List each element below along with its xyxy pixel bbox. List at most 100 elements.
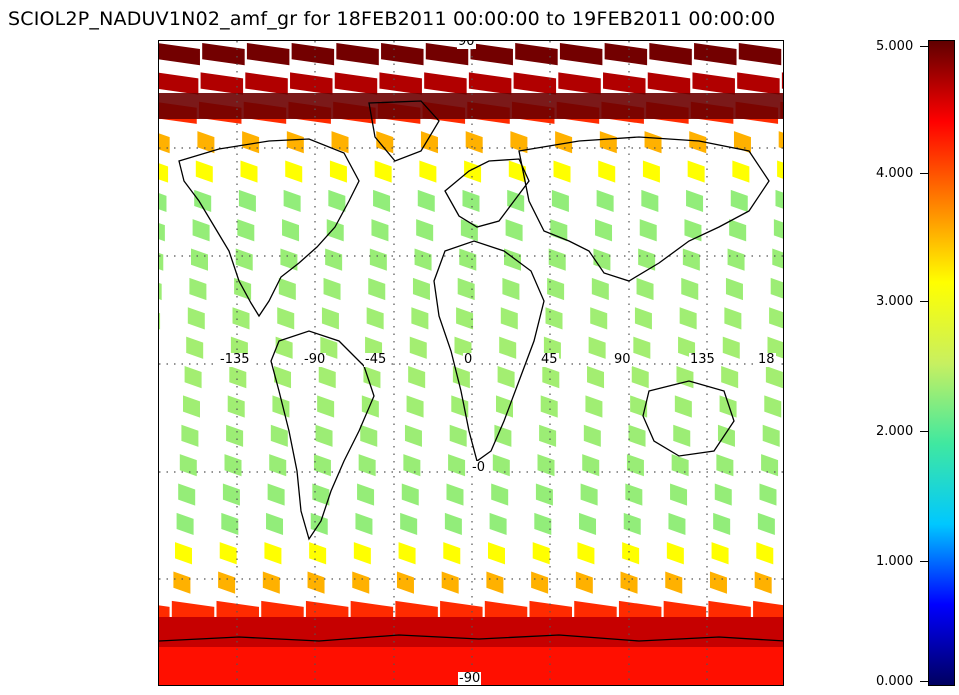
swath-pixel bbox=[714, 483, 732, 506]
swath-pixel bbox=[285, 160, 303, 183]
swath-pixel bbox=[596, 189, 614, 213]
swath-pixel bbox=[361, 395, 379, 418]
swath-pixel bbox=[456, 307, 474, 330]
swath-layer bbox=[159, 43, 784, 682]
swath-pixel bbox=[159, 253, 164, 271]
swath-pixel bbox=[325, 248, 343, 271]
swath-pixel bbox=[754, 571, 772, 594]
swath-pixel bbox=[535, 483, 553, 506]
swath-pixel bbox=[765, 366, 783, 389]
swath-pixel bbox=[409, 336, 427, 359]
swath-pixel bbox=[636, 277, 654, 301]
swath-pixel bbox=[159, 312, 161, 330]
swath-pixel bbox=[318, 366, 336, 389]
swath-pixel bbox=[555, 131, 573, 154]
swath-pixel bbox=[588, 336, 606, 359]
swath-pixel bbox=[286, 131, 304, 154]
swath-pixel bbox=[462, 189, 480, 213]
swath-pixel bbox=[376, 131, 394, 154]
swath-pixel bbox=[235, 248, 253, 271]
swath-pixel bbox=[448, 454, 466, 477]
swath-pixel bbox=[725, 277, 743, 301]
swath-pixel bbox=[641, 189, 659, 213]
swath-pixel bbox=[620, 571, 638, 594]
swath-pixel bbox=[353, 542, 371, 565]
swath-pixel bbox=[186, 336, 204, 359]
swath-pixel bbox=[309, 542, 327, 565]
swath-pixel bbox=[492, 454, 510, 477]
swath-pixel bbox=[679, 307, 697, 330]
swath-pixel bbox=[500, 307, 518, 330]
swath-pixel bbox=[329, 160, 347, 183]
swath-pixel bbox=[540, 395, 558, 418]
swath-pixel bbox=[686, 189, 704, 213]
swath-pixel bbox=[486, 571, 504, 594]
swath-pixel bbox=[587, 366, 605, 389]
swath-pixel bbox=[716, 454, 734, 477]
colorbar-tick-mark bbox=[920, 46, 928, 47]
swath-pixel bbox=[374, 160, 392, 183]
swath-pixel bbox=[283, 189, 301, 213]
swath-pixel bbox=[507, 189, 525, 213]
swath-pixel bbox=[729, 219, 747, 242]
swath-pixel bbox=[192, 219, 210, 242]
swath-pixel bbox=[317, 395, 335, 418]
swath-pixel bbox=[579, 512, 597, 536]
swath-pixel bbox=[465, 131, 483, 154]
swath-pixel bbox=[406, 395, 424, 418]
swath-pixel bbox=[368, 277, 386, 301]
swath-pixel bbox=[159, 193, 167, 213]
swath-pixel bbox=[550, 219, 568, 242]
swath-pixel bbox=[424, 72, 467, 95]
swath-pixel bbox=[638, 248, 656, 271]
swath-pixel bbox=[558, 72, 601, 95]
swath-pixel bbox=[280, 248, 298, 271]
swath-pixel bbox=[732, 160, 750, 183]
swath-pixel bbox=[547, 277, 565, 301]
swath-pixel bbox=[159, 133, 170, 154]
swath-pixel bbox=[269, 454, 287, 477]
swath-pixel bbox=[173, 571, 191, 594]
coastline bbox=[159, 634, 783, 642]
swath-pixel bbox=[626, 454, 644, 477]
colorbar-tick-1: 1.000 bbox=[876, 554, 914, 569]
swath-pixel bbox=[583, 424, 601, 447]
swath-pixel bbox=[762, 424, 780, 447]
swath-pixel bbox=[642, 160, 660, 183]
swath-pixel bbox=[622, 542, 640, 565]
swath-pixel bbox=[781, 72, 783, 89]
lat-label-minus-90: -90 bbox=[458, 671, 482, 686]
coastline bbox=[368, 100, 440, 162]
swath-pixel bbox=[159, 72, 199, 95]
swath-pixel bbox=[366, 307, 384, 330]
swath-pixel bbox=[416, 219, 434, 242]
swath-pixel bbox=[274, 366, 292, 389]
swath-pixel bbox=[631, 366, 649, 389]
swath-pixel bbox=[671, 454, 689, 477]
swath-pixel bbox=[379, 72, 422, 95]
swath-pixel bbox=[783, 43, 784, 65]
colorbar-tick-3: 3.000 bbox=[876, 294, 914, 309]
swath-map bbox=[159, 41, 784, 685]
swath-pixel bbox=[604, 43, 648, 66]
swath-pixel bbox=[724, 307, 742, 330]
swath-pixel bbox=[504, 248, 521, 271]
coastline bbox=[444, 158, 530, 228]
swath-pixel bbox=[689, 131, 707, 154]
swath-pixel bbox=[262, 571, 280, 594]
swath-pixel bbox=[175, 542, 192, 565]
swath-pixel bbox=[191, 248, 208, 271]
colorbar-tick-5: 5.000 bbox=[876, 39, 914, 54]
swath-pixel bbox=[670, 483, 688, 506]
swath-pixel bbox=[532, 542, 550, 565]
swath-pixel bbox=[451, 395, 469, 418]
swath-pixel bbox=[709, 571, 727, 594]
swath-pixel bbox=[756, 542, 774, 565]
swath-pixel bbox=[195, 160, 213, 183]
swath-pixel bbox=[321, 307, 339, 330]
swath-pixel bbox=[224, 454, 242, 477]
swath-pixel bbox=[312, 483, 330, 506]
swath-pixel bbox=[184, 366, 202, 389]
swath-pixel bbox=[227, 395, 245, 418]
swath-pixel bbox=[647, 72, 691, 95]
